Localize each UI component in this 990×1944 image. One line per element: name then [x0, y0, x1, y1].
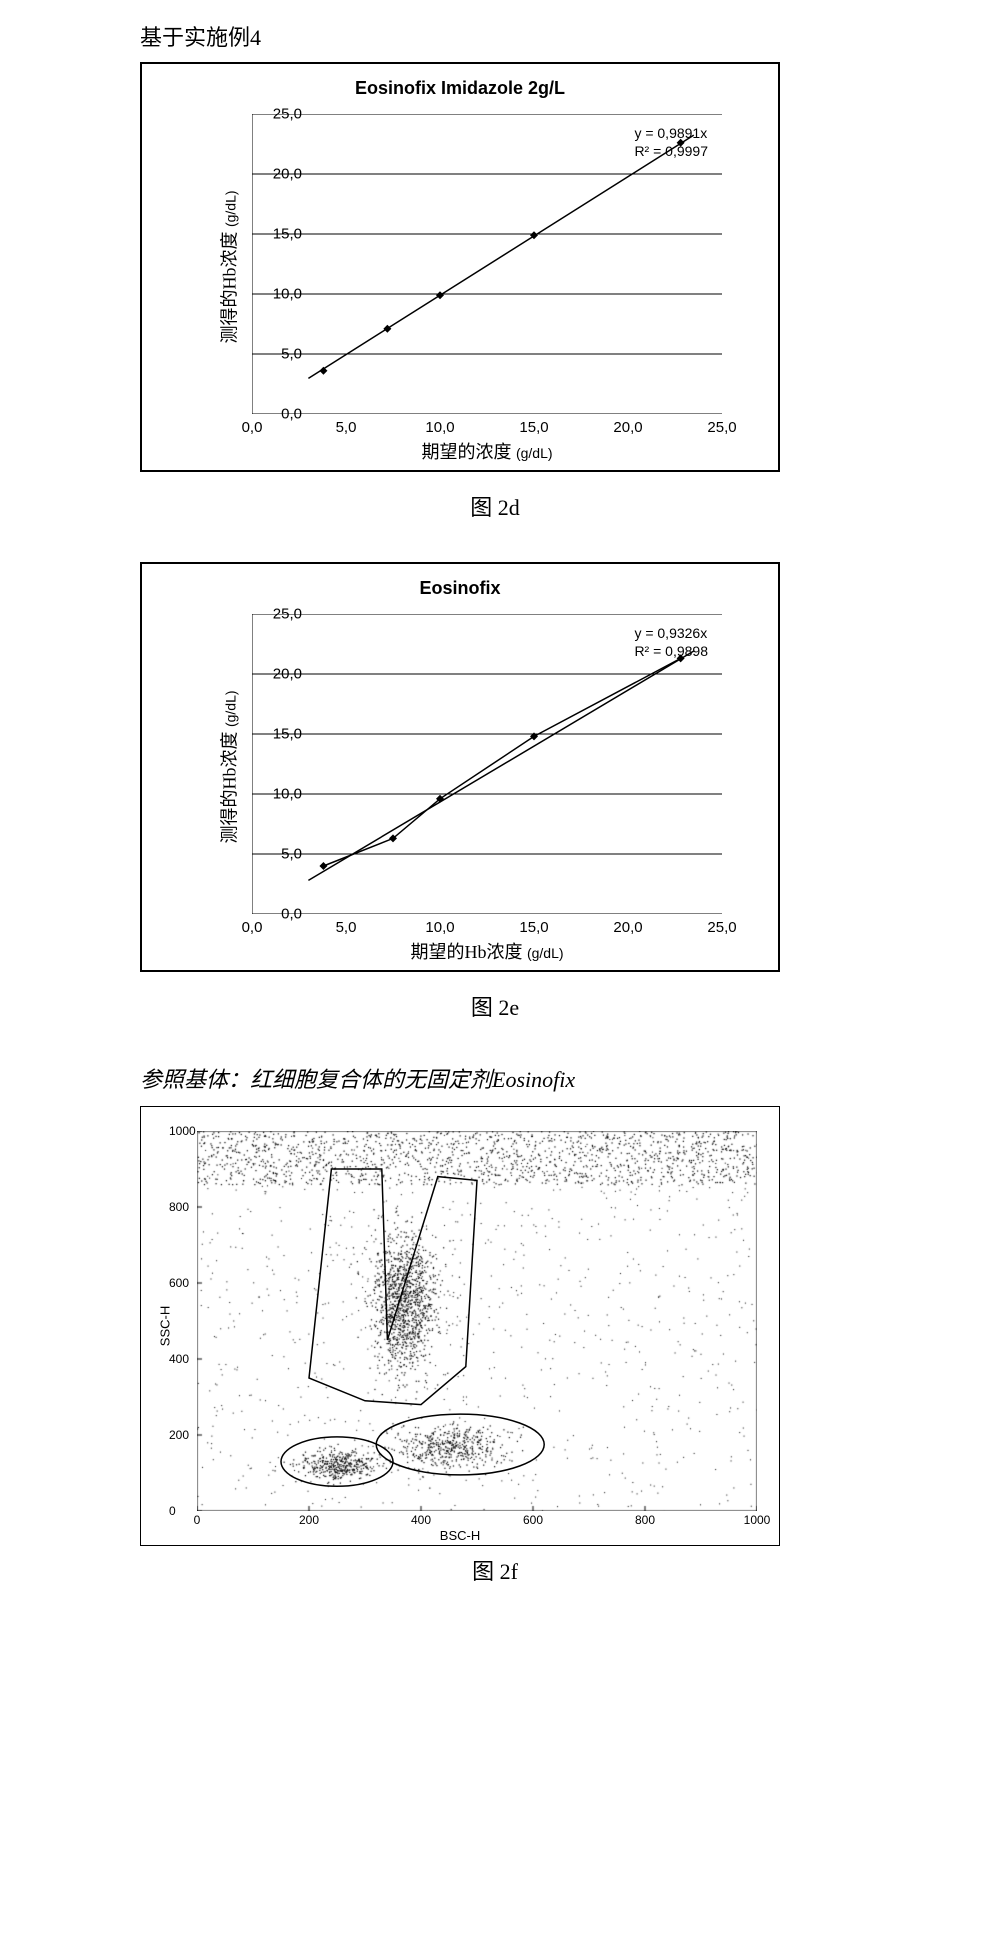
caption-2e: 图 2e	[140, 990, 850, 1022]
xtick-label: 0,0	[242, 919, 263, 936]
scatter-xtick: 800	[635, 1513, 655, 1527]
chart-2d-ylabel: 测得的Hb浓度 (g/dL)	[216, 190, 242, 343]
scatter-2f-gates	[197, 1131, 757, 1511]
caption-2f: 图 2f	[140, 1554, 850, 1586]
scatter-2f: Data.001 SSC-H 02004006008001000 0200400…	[140, 1106, 780, 1546]
chart-2e-title: Eosinofix	[142, 578, 778, 599]
chart-2e-ylabel: 测得的Hb浓度 (g/dL)	[216, 690, 242, 843]
chart-2d: Eosinofix Imidazole 2g/L y = 0,9891x R² …	[140, 62, 780, 472]
xtick-label: 5,0	[336, 419, 357, 436]
ytick-label: 0,0	[281, 406, 302, 423]
scatter-ytick: 400	[169, 1352, 189, 1366]
ytick-label: 15,0	[273, 726, 302, 743]
scatter-ytick: 200	[169, 1428, 189, 1442]
ytick-label: 25,0	[273, 106, 302, 123]
ytick-label: 20,0	[273, 666, 302, 683]
chart-2e-xlabel: 期望的Hb浓度 (g/dL)	[252, 938, 722, 964]
ytick-label: 5,0	[281, 346, 302, 363]
chart-2d-title: Eosinofix Imidazole 2g/L	[142, 78, 778, 99]
ytick-label: 20,0	[273, 166, 302, 183]
chart-2d-xlabel: 期望的浓度 (g/dL)	[252, 438, 722, 464]
ytick-label: 15,0	[273, 226, 302, 243]
ytick-label: 10,0	[273, 786, 302, 803]
section-2f-header: 参照基体：红细胞复合体的无固定剂Eosinofix	[140, 1062, 850, 1094]
scatter-2f-ylabel: SSC-H	[158, 1306, 173, 1346]
scatter-ytick: 1000	[169, 1124, 196, 1138]
scatter-xtick: 1000	[744, 1513, 771, 1527]
ytick-label: 25,0	[273, 606, 302, 623]
scatter-xtick: 400	[411, 1513, 431, 1527]
xtick-label: 20,0	[613, 419, 642, 436]
ytick-label: 0,0	[281, 906, 302, 923]
scatter-ytick: 800	[169, 1200, 189, 1214]
scatter-2f-xlabel: BSC-H	[440, 1528, 480, 1543]
xtick-label: 15,0	[519, 419, 548, 436]
xtick-label: 5,0	[336, 919, 357, 936]
scatter-xtick: 0	[194, 1513, 201, 1527]
scatter-xtick: 200	[299, 1513, 319, 1527]
page-header: 基于实施例4	[140, 20, 850, 52]
xtick-label: 25,0	[707, 419, 736, 436]
chart-2e: Eosinofix y = 0,9326x R² = 0,9898 测得的Hb浓…	[140, 562, 780, 972]
xtick-label: 10,0	[425, 419, 454, 436]
scatter-xtick: 600	[523, 1513, 543, 1527]
xtick-label: 20,0	[613, 919, 642, 936]
chart-2e-plot	[252, 614, 722, 914]
ytick-label: 10,0	[273, 286, 302, 303]
chart-2d-plot	[252, 114, 722, 414]
scatter-ytick: 600	[169, 1276, 189, 1290]
ytick-label: 5,0	[281, 846, 302, 863]
xtick-label: 0,0	[242, 419, 263, 436]
caption-2d: 图 2d	[140, 490, 850, 522]
scatter-ytick: 0	[169, 1504, 176, 1518]
xtick-label: 15,0	[519, 919, 548, 936]
xtick-label: 10,0	[425, 919, 454, 936]
xtick-label: 25,0	[707, 919, 736, 936]
